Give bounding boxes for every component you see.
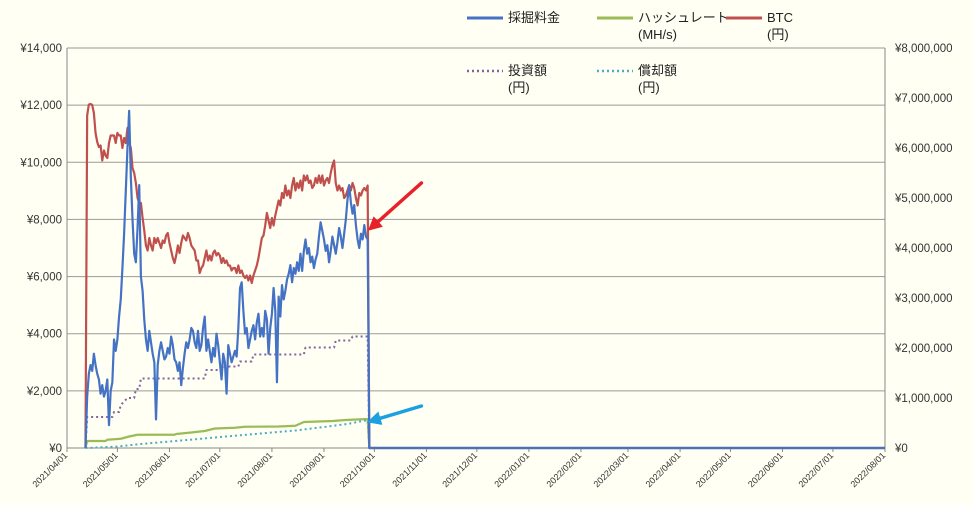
axes bbox=[66, 48, 886, 449]
x-tick-label: 2022/07/01 bbox=[796, 450, 835, 489]
y-right-tick-label: ¥7,000,000 bbox=[894, 93, 953, 105]
x-tick-label: 2021/09/01 bbox=[287, 450, 326, 489]
x-tick-label: 2021/08/01 bbox=[235, 450, 274, 489]
x-tick-label: 2021/12/01 bbox=[440, 450, 479, 489]
annotation-arrow-1 bbox=[366, 404, 424, 425]
annotation-arrows bbox=[366, 181, 424, 425]
x-tick-label: 2022/03/01 bbox=[592, 450, 631, 489]
series-line-0 bbox=[84, 109, 885, 450]
x-tick-label: 2021/04/01 bbox=[30, 450, 69, 489]
y-left-tick-label: ¥4,000 bbox=[26, 329, 62, 341]
y-right-tick-label: ¥5,000,000 bbox=[894, 193, 953, 205]
y-left-tick-label: ¥12,000 bbox=[19, 100, 62, 112]
y-right-tick-label: ¥2,000,000 bbox=[894, 343, 953, 355]
y-axis-right-ticks: ¥0 ¥1,000,000 ¥2,000,000 ¥3,000,000 ¥4,000,0… bbox=[894, 43, 953, 455]
legend-label-0: 採掘料金 bbox=[508, 10, 560, 25]
legend-label-4: 償却額 bbox=[638, 63, 677, 78]
x-tick-label: 2022/05/01 bbox=[694, 450, 733, 489]
x-tick-label: 2022/04/01 bbox=[644, 450, 683, 489]
x-tick-label: 2021/10/01 bbox=[338, 450, 377, 489]
y-axis-left-ticks: ¥0 ¥2,000 ¥4,000 ¥6,000 ¥8,000 ¥10,000 ¥12,000… bbox=[19, 43, 62, 455]
legend-label-line2-1: (MH/s) bbox=[638, 27, 677, 42]
y-left-tick-label: ¥6,000 bbox=[26, 272, 62, 284]
legend-label-2: BTC bbox=[767, 10, 793, 25]
series-lines bbox=[84, 102, 885, 450]
x-tick-label: 2022/08/01 bbox=[848, 450, 887, 489]
y-left-tick-label: ¥2,000 bbox=[26, 386, 62, 398]
series-line-2 bbox=[84, 102, 885, 450]
legend-label-line2-2: (円) bbox=[767, 27, 789, 42]
y-left-tick-label: ¥8,000 bbox=[26, 214, 62, 226]
y-left-tick-label: ¥10,000 bbox=[19, 157, 62, 169]
x-tick-label: 2022/01/01 bbox=[492, 450, 531, 489]
y-right-tick-label: ¥6,000,000 bbox=[894, 143, 953, 155]
legend-label-3: 投資額 bbox=[508, 63, 547, 78]
x-tick-label: 2021/05/01 bbox=[81, 450, 120, 489]
x-axis-ticks: 2021/04/01 2021/05/01 2021/06/01 2021/07/01… bbox=[30, 448, 887, 489]
x-tick-label: 2022/02/01 bbox=[544, 450, 583, 489]
x-tick-label: 2021/07/01 bbox=[183, 450, 222, 489]
series-line-4 bbox=[85, 419, 885, 449]
x-tick-label: 2021/11/01 bbox=[390, 450, 428, 488]
y-left-tick-label: ¥0 bbox=[48, 443, 62, 455]
legend-label-1: ハッシュレート bbox=[638, 10, 729, 25]
x-tick-label: 2021/06/01 bbox=[133, 450, 172, 489]
series-line-1 bbox=[84, 417, 885, 450]
y-left-tick-label: ¥14,000 bbox=[19, 43, 62, 55]
x-tick-label: 2022/06/01 bbox=[746, 450, 785, 489]
y-right-tick-label: ¥0 bbox=[894, 443, 908, 455]
y-right-tick-label: ¥3,000,000 bbox=[894, 293, 953, 305]
legend-label-line2-3: (円) bbox=[508, 80, 530, 95]
annotation-arrow-0 bbox=[367, 181, 424, 231]
legend-label-line2-4: (円) bbox=[638, 80, 660, 95]
y-right-tick-label: ¥1,000,000 bbox=[894, 393, 953, 405]
y-right-tick-label: ¥8,000,000 bbox=[894, 43, 953, 55]
y-right-tick-label: ¥4,000,000 bbox=[894, 243, 953, 255]
legend: 採掘料金 ハッシュレート (MH/s) BTC (円) 投資額 (円) 償却額 (円) bbox=[467, 10, 793, 95]
series-line-3 bbox=[84, 335, 885, 449]
